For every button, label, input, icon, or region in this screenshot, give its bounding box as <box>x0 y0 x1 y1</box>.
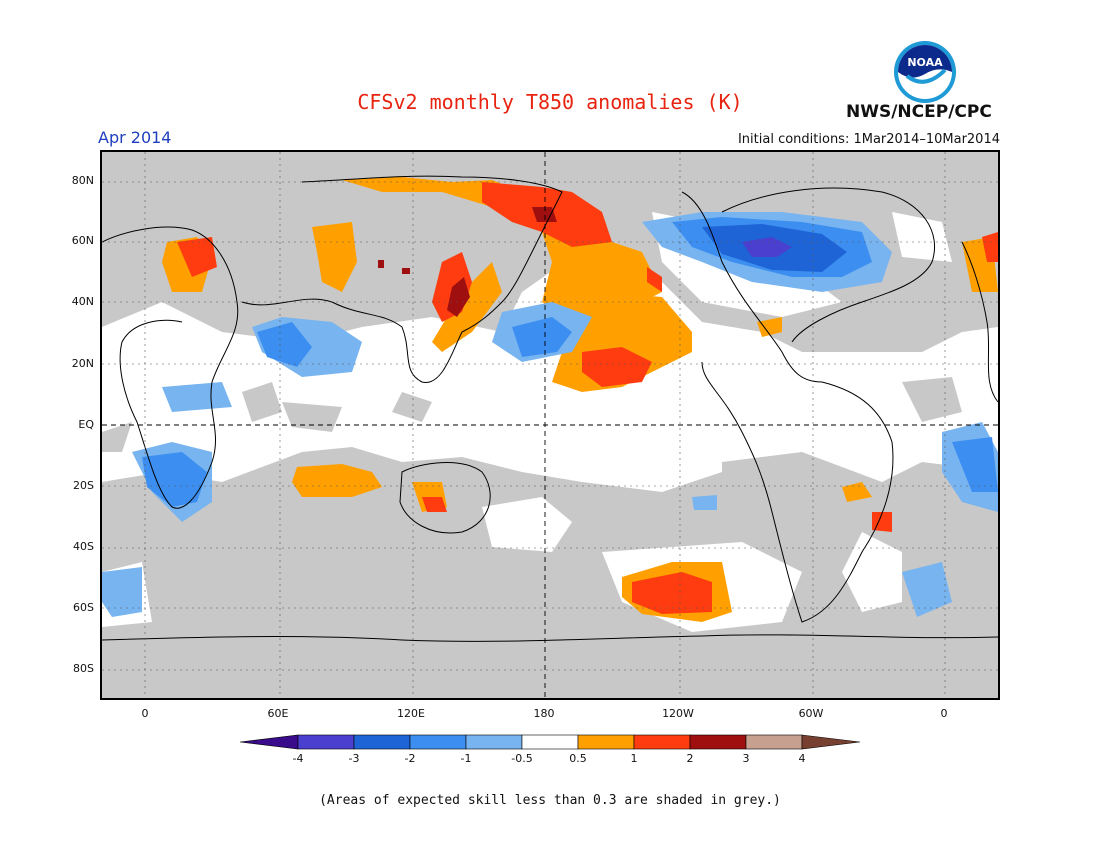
forecast-month: Apr 2014 <box>98 128 172 147</box>
colorbar-label: 2 <box>686 752 694 765</box>
gridlines <box>102 152 998 698</box>
lat-label: 40S <box>73 540 94 553</box>
grey-patches <box>102 377 962 512</box>
colorbar-bin <box>465 734 523 750</box>
map-canvas <box>102 152 998 698</box>
lon-label: 60E <box>267 707 289 720</box>
colorbar-arrow-high <box>801 734 861 750</box>
agency-label: NWS/NCEP/CPC <box>846 102 992 122</box>
colorbar-bin <box>577 734 635 750</box>
purple-regions <box>742 237 792 257</box>
colorbar-label: -4 <box>292 752 304 765</box>
colorbar-label: -2 <box>404 752 416 765</box>
lat-label: EQ <box>78 418 94 431</box>
colorbar-label: -0.5 <box>511 752 533 765</box>
lat-label: 20N <box>71 357 94 370</box>
lon-label: 60W <box>798 707 824 720</box>
lon-label: 120E <box>397 707 425 720</box>
colorbar-bin <box>521 734 579 750</box>
lat-label: 40N <box>71 295 94 308</box>
colorbar-arrow-low <box>240 734 299 750</box>
colorbar-bin <box>689 734 747 750</box>
colorbar-label: 1 <box>630 752 638 765</box>
lat-label: 80S <box>73 662 94 675</box>
lat-label: 60N <box>71 234 94 247</box>
anomaly-map <box>100 150 1000 700</box>
colorbar-label: 0.5 <box>569 752 587 765</box>
colorbar-bin <box>633 734 691 750</box>
colorbar <box>240 734 861 750</box>
colorbar-label: 3 <box>742 752 750 765</box>
lat-label: 20S <box>73 479 94 492</box>
lon-label: 0 <box>141 707 149 720</box>
chart-title: CFSv2 monthly T850 anomalies (K) <box>357 90 743 114</box>
lon-label: 120W <box>662 707 694 720</box>
reference-lines <box>102 152 998 698</box>
lat-label: 60S <box>73 601 94 614</box>
lon-label: 180 <box>533 707 555 720</box>
darkred-regions <box>378 207 557 317</box>
logo-text: NOAA <box>907 56 943 69</box>
footnote: (Areas of expected skill less than 0.3 a… <box>319 793 781 808</box>
coastlines <box>102 175 998 642</box>
colorbar-label: -1 <box>460 752 472 765</box>
colorbar-bin <box>745 734 803 750</box>
colorbar-label: 4 <box>798 752 806 765</box>
colorbar-bin <box>297 734 355 750</box>
lat-label: 80N <box>71 174 94 187</box>
colorbar-bin <box>409 734 467 750</box>
noaa-logo-icon: NOAA <box>894 41 956 103</box>
lon-label: 0 <box>940 707 948 720</box>
colorbar-label: -3 <box>348 752 360 765</box>
initial-conditions: Initial conditions: 1Mar2014–10Mar2014 <box>737 132 1000 147</box>
colorbar-bin <box>353 734 411 750</box>
